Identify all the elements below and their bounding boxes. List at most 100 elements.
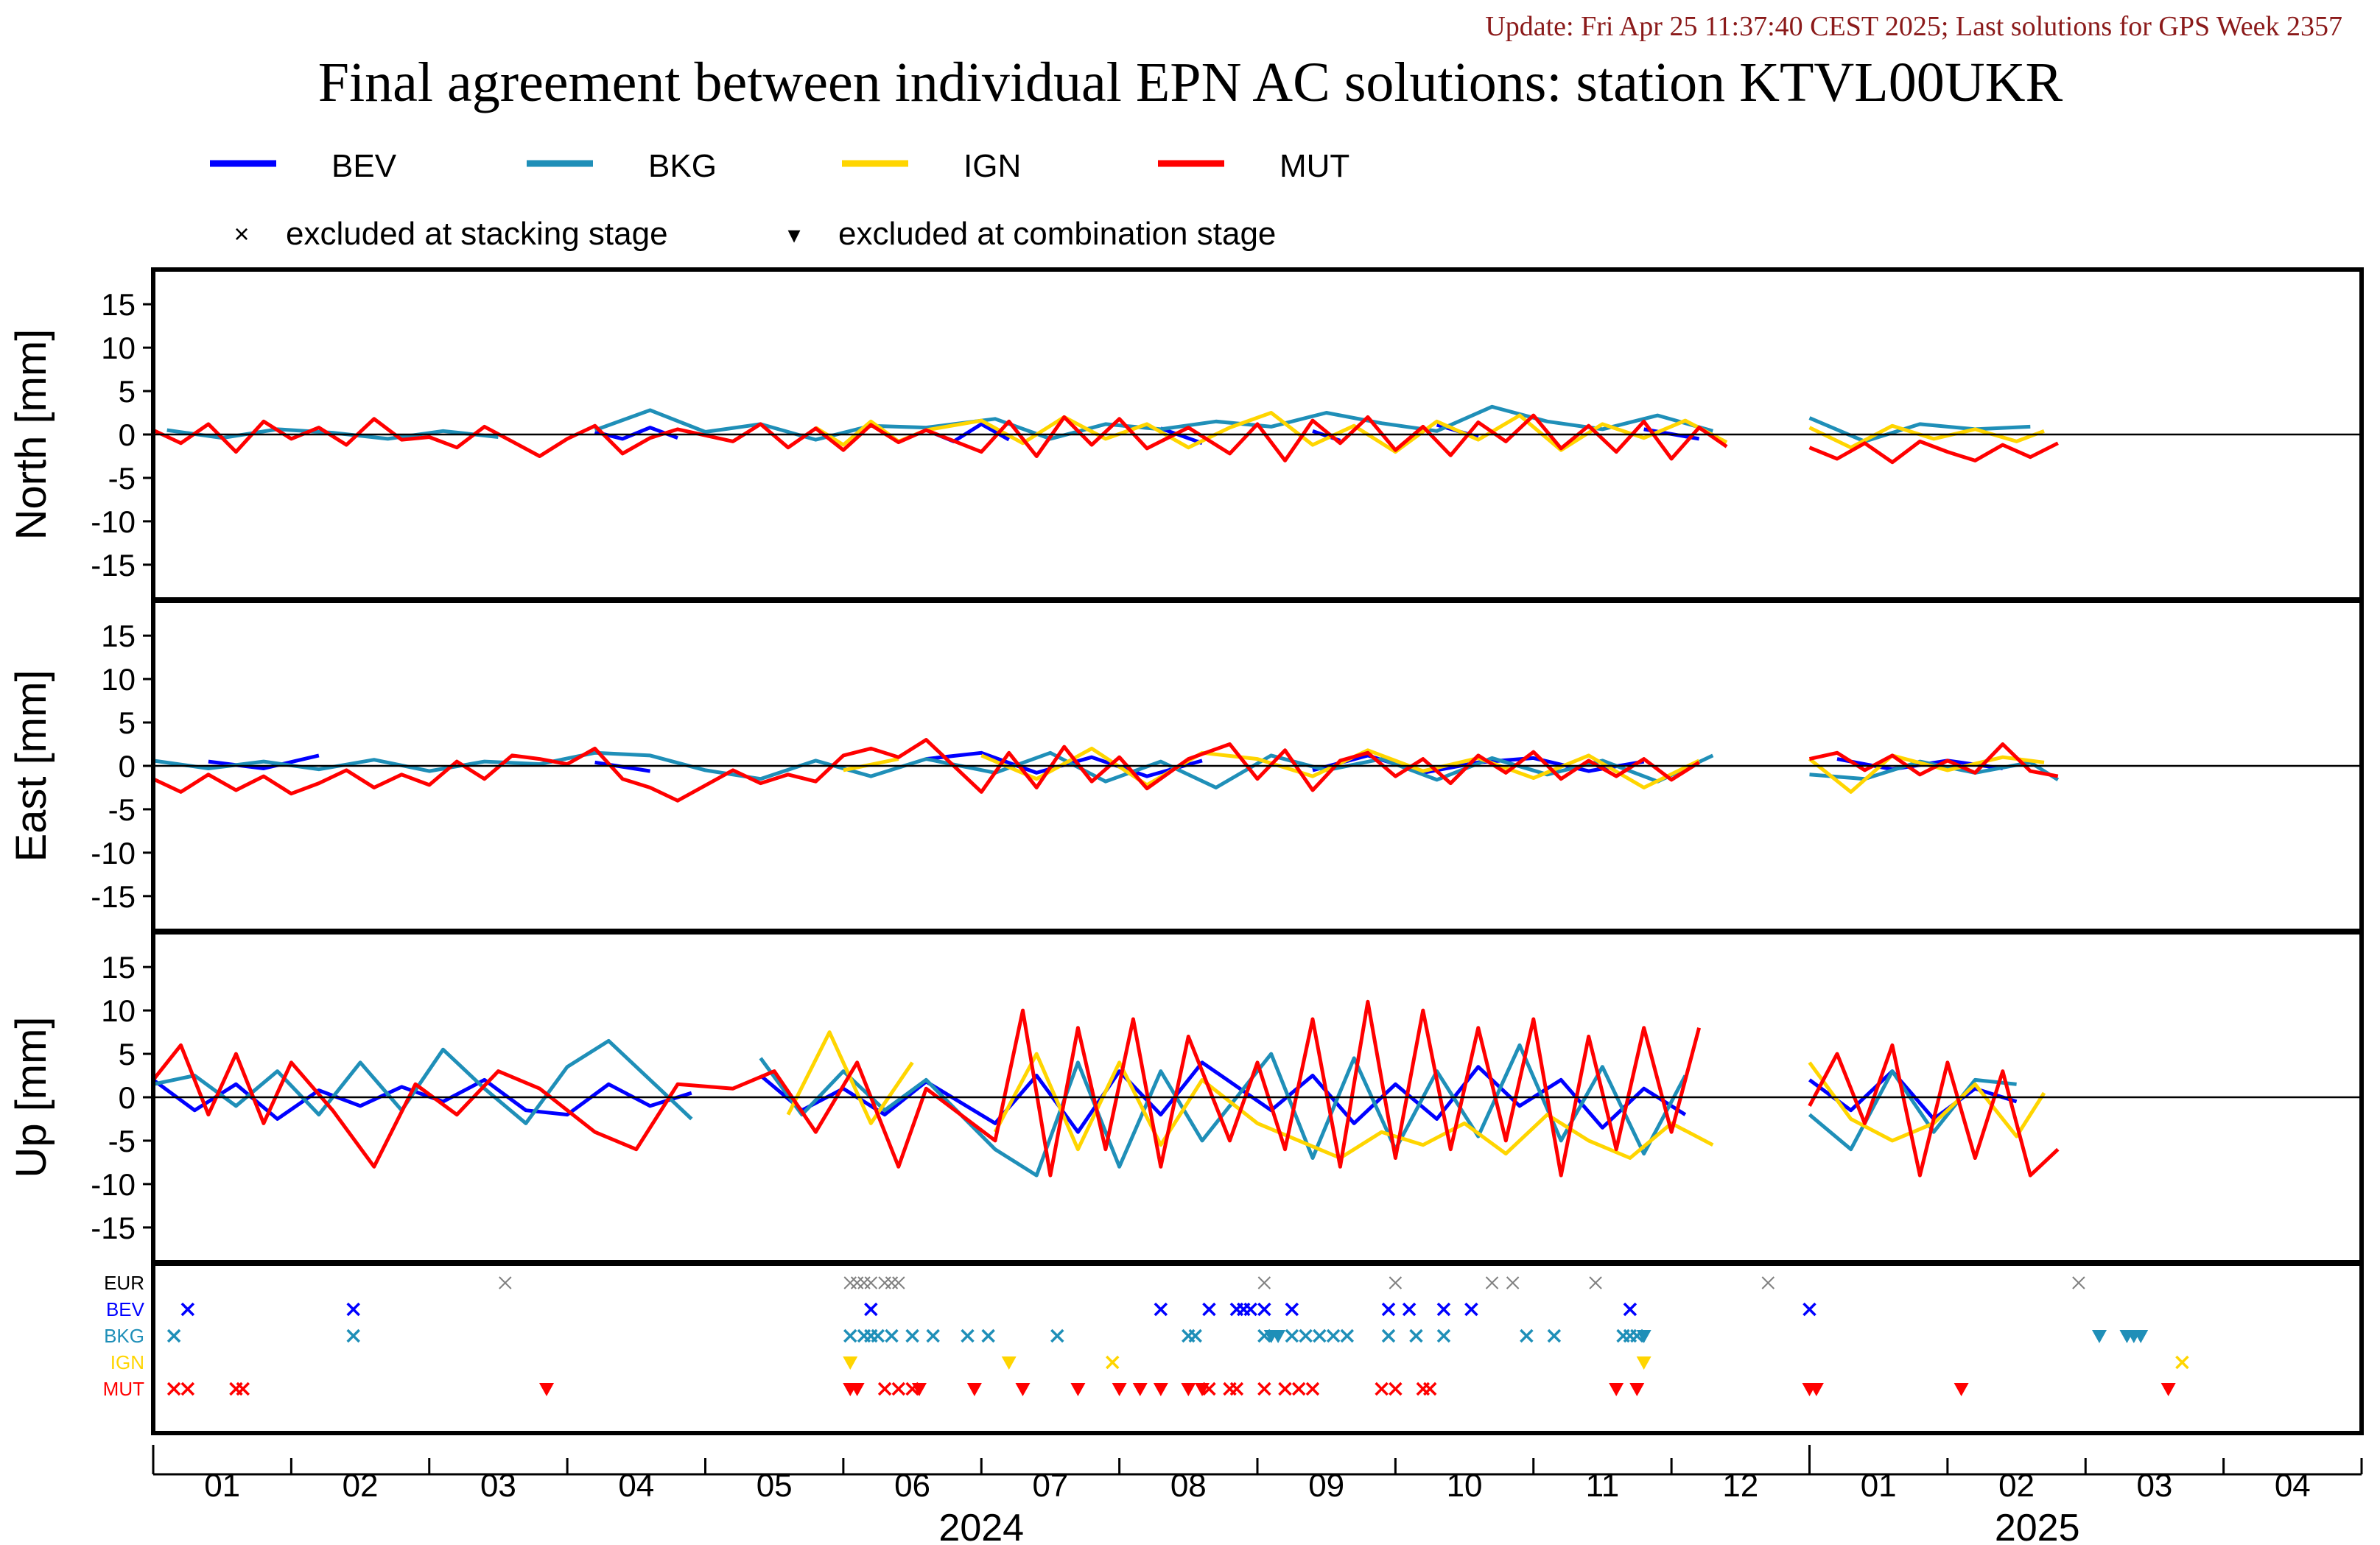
y-tick-label: 15	[101, 287, 136, 322]
exclusion-marker-stacking	[926, 1328, 940, 1343]
exclusion-marker-stacking	[1547, 1328, 1562, 1343]
exclusion-marker-stacking	[1285, 1328, 1299, 1343]
series-line-bkg	[759, 1043, 1688, 1178]
legend-stacking-label: excluded at stacking stage	[286, 216, 668, 252]
exclusion-marker-stacking	[891, 1382, 906, 1396]
y-tick-label: -10	[91, 504, 136, 539]
series-line-bev	[1159, 426, 1203, 446]
legend: BEV BKG IGN MUT × excluded at stacking stage ▾…	[210, 148, 1349, 252]
exclusion-marker-combination	[1070, 1383, 1086, 1396]
exclusion-marker-stacking	[1389, 1382, 1403, 1396]
exclusion-marker-stacking	[1375, 1382, 1389, 1396]
exclusion-marker-stacking	[166, 1382, 181, 1396]
exclusion-marker-stacking	[1381, 1302, 1396, 1317]
exclusion-marker-stacking	[1506, 1276, 1520, 1289]
exclusion-marker-stacking	[843, 1328, 857, 1343]
exclusion-marker-combination	[1271, 1330, 1286, 1343]
exclusion-marker-stacking	[892, 1276, 905, 1289]
y-tick-label: -5	[108, 1124, 136, 1158]
exclusion-marker-stacking	[1299, 1328, 1313, 1343]
exclusion-marker-stacking	[1464, 1302, 1478, 1317]
exclusion-marker-stacking	[1409, 1328, 1423, 1343]
exclusion-frame	[151, 1261, 2364, 1435]
x-tick-label: 07	[1032, 1468, 1068, 1504]
exclusion-marker-stacking	[864, 1276, 878, 1289]
exclusion-marker-stacking	[1257, 1276, 1271, 1289]
legend-combination-label: excluded at combination stage	[838, 216, 1276, 252]
series-line-bkg	[1808, 1069, 2017, 1152]
exclusion-row-label-ign: IGN	[110, 1351, 144, 1373]
exclusion-marker-stacking	[981, 1328, 995, 1343]
exclusion-marker-combination	[2160, 1383, 2176, 1396]
series-line-mut	[152, 738, 1700, 803]
exclusion-marker-stacking	[1422, 1382, 1437, 1396]
y-tick-label: 15	[101, 619, 136, 653]
series-line-bkg	[152, 1038, 693, 1125]
x-tick-label: 03	[2136, 1468, 2172, 1504]
x-tick-label: 04	[2275, 1468, 2311, 1504]
exclusion-marker-stacking	[1154, 1302, 1168, 1317]
exclusion-marker-stacking	[1229, 1382, 1244, 1396]
series-line-bev	[152, 1077, 692, 1121]
exclusion-marker-combination	[1132, 1383, 1148, 1396]
exclusion-row-label-bkg: BKG	[104, 1325, 144, 1347]
legend-combination-symbol: ▾	[787, 221, 800, 249]
exclusion-marker-stacking	[878, 1276, 891, 1289]
series-line-mut	[1808, 439, 2059, 465]
y-tick-label: 5	[119, 705, 136, 740]
exclusion-marker-stacking	[1257, 1302, 1271, 1317]
y-tick-label: 10	[101, 331, 136, 365]
exclusion-marker-stacking	[905, 1328, 919, 1343]
x-year-label: 2024	[938, 1507, 1024, 1545]
exclusion-marker-stacking	[1436, 1328, 1451, 1343]
exclusion-marker-stacking	[1326, 1328, 1341, 1343]
exclusion-marker-stacking	[1278, 1382, 1292, 1396]
x-tick-label: 05	[757, 1468, 793, 1504]
exclusion-marker-stacking	[180, 1302, 195, 1317]
exclusion-marker-stacking	[1589, 1276, 1602, 1289]
exclusion-marker-combination	[1153, 1383, 1168, 1396]
exclusion-marker-combination	[1808, 1383, 1824, 1396]
panel-up: -15 -10 -5 0 5 10 15 Up [mm]	[7, 930, 2364, 1264]
series-line-ign	[815, 411, 1728, 454]
x-tick-label: 10	[1447, 1468, 1483, 1504]
exclusion-marker-stacking	[857, 1276, 871, 1289]
legend-label-bev: BEV	[331, 148, 397, 184]
series-line-mut	[1808, 742, 2059, 778]
exclusion-marker-stacking	[1050, 1328, 1064, 1343]
exclusion-marker-stacking	[346, 1302, 360, 1317]
exclusion-marker-stacking	[1485, 1276, 1499, 1289]
exclusion-marker-combination	[1954, 1383, 1969, 1396]
exclusion-marker-combination	[1001, 1356, 1017, 1370]
x-axis: 01 02 03 04 05 06 07 08 09 10 11 12 01 02 03 04 2024 2025	[152, 1445, 2363, 1545]
series-line-ign	[1808, 423, 2045, 450]
y-tick-label: 5	[119, 1037, 136, 1071]
exclusion-marker-stacking	[499, 1276, 512, 1289]
update-text: Update: Fri Apr 25 11:37:40 CEST 2025; L…	[1485, 11, 2342, 42]
legend-label-mut: MUT	[1279, 148, 1349, 184]
x-tick-label: 11	[1586, 1468, 1620, 1504]
exclusion-marker-combination	[2091, 1330, 2107, 1343]
series-line-ign	[1808, 753, 2045, 794]
x-tick-label: 02	[343, 1468, 379, 1504]
exclusion-marker-stacking	[843, 1276, 857, 1289]
series-line-bkg	[152, 750, 1714, 789]
exclusion-marker-stacking	[166, 1328, 181, 1343]
y-axis-label: Up [mm]	[7, 1016, 55, 1178]
y-tick-label: 5	[119, 374, 136, 409]
y-tick-label: -5	[108, 792, 136, 827]
y-tick-label: -5	[108, 461, 136, 496]
exclusion-marker-combination	[1636, 1330, 1651, 1343]
exclusion-marker-stacking	[885, 1276, 899, 1289]
y-tick-label: 0	[119, 1080, 136, 1115]
exclusion-marker-stacking	[1257, 1382, 1271, 1396]
exclusion-marker-combination	[1609, 1383, 1624, 1396]
x-tick-label: 12	[1722, 1468, 1758, 1504]
series-line-ign	[993, 1052, 1714, 1160]
x-tick-label: 06	[894, 1468, 930, 1504]
exclusion-marker-stacking	[1313, 1328, 1327, 1343]
x-tick-label: 01	[204, 1468, 240, 1504]
chart-title: Final agreement between individual EPN A…	[318, 52, 2063, 113]
exclusion-marker-combination	[849, 1383, 865, 1396]
